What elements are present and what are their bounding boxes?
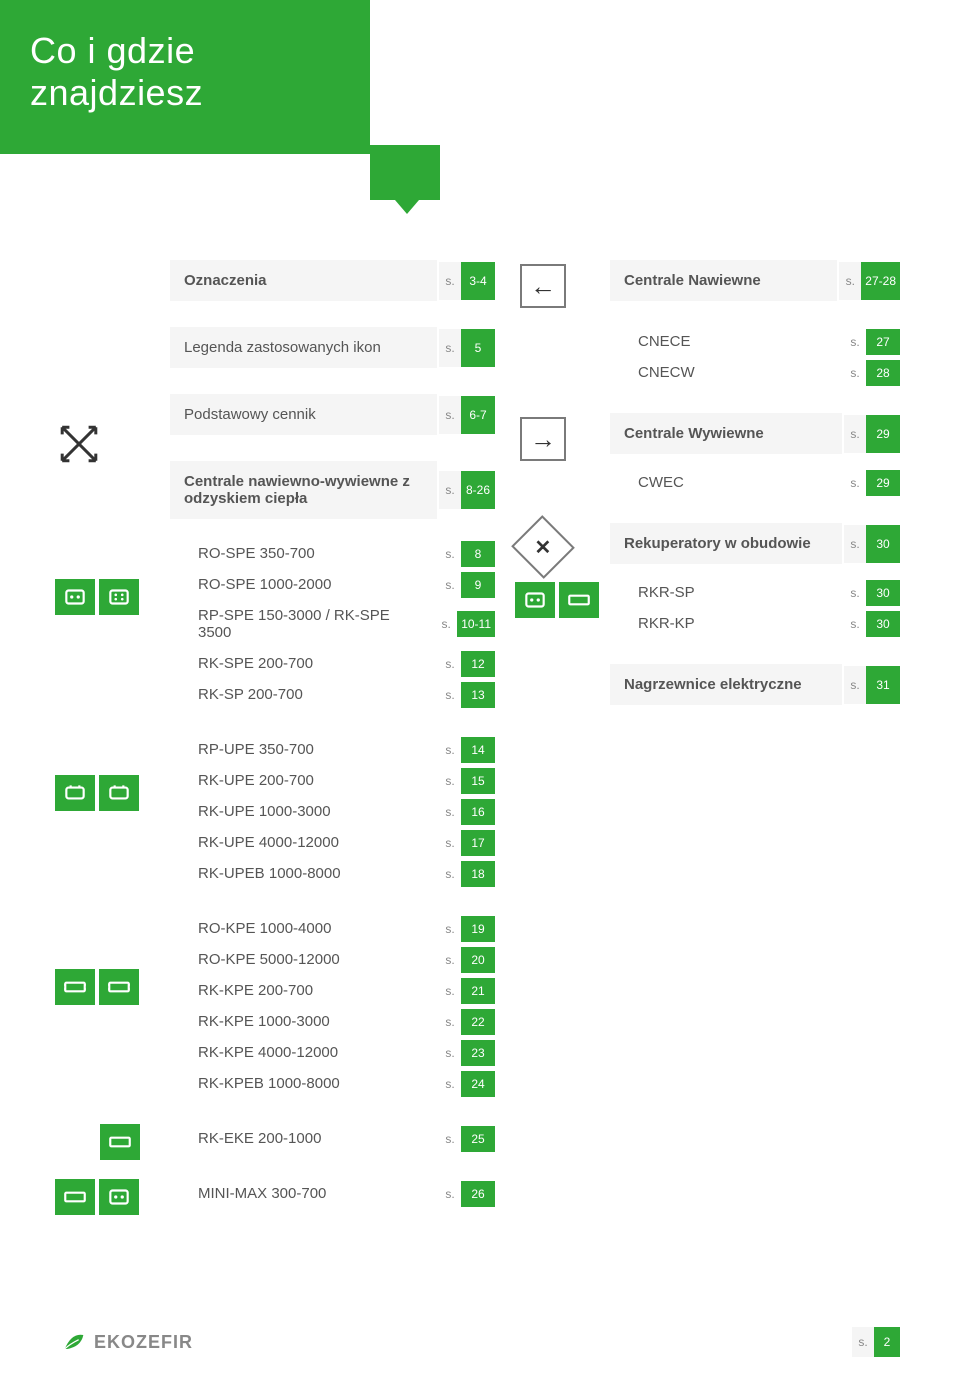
toc-row: Oznaczenia s.3-4 bbox=[170, 260, 495, 301]
unit-icon-pair bbox=[55, 579, 139, 615]
toc-label: RKR-KP bbox=[610, 609, 842, 638]
toc-label: Centrale nawiewno-wywiewne z odzyskiem c… bbox=[170, 461, 437, 519]
toc-label: RK-EKE 200-1000 bbox=[170, 1124, 437, 1153]
page-ref: s.3-4 bbox=[439, 262, 495, 300]
tools-icon: ✕ bbox=[515, 525, 571, 569]
toc-label: Nagrzewnice elektryczne bbox=[610, 664, 842, 705]
toc-label: RO-KPE 5000-12000 bbox=[170, 945, 437, 974]
page-footer: EKOZEFIR s.2 bbox=[0, 1327, 960, 1357]
toc-label: Rekuperatory w obudowie bbox=[610, 523, 842, 564]
toc-row: Podstawowy cennik s.6-7 bbox=[170, 394, 495, 435]
toc-label: RK-SPE 200-700 bbox=[170, 649, 437, 678]
toc-label: RKR-SP bbox=[610, 578, 842, 607]
brand-logo: EKOZEFIR bbox=[60, 1328, 193, 1356]
unit-icon-single bbox=[100, 1124, 140, 1160]
toc-row: Centrale nawiewno-wywiewne z odzyskiem c… bbox=[170, 461, 495, 519]
toc-label: CWEC bbox=[610, 468, 842, 497]
leaf-icon bbox=[60, 1328, 88, 1356]
toc-label: CNECW bbox=[610, 358, 842, 387]
page-title: Co i gdzie znajdziesz bbox=[0, 0, 370, 154]
toc-label: RK-UPE 200-700 bbox=[170, 766, 437, 795]
arrow-right-icon: → bbox=[515, 417, 571, 461]
toc-label: RK-KPE 1000-3000 bbox=[170, 1007, 437, 1036]
unit-icon-pair bbox=[55, 969, 139, 1005]
toc-label: RK-UPE 4000-12000 bbox=[170, 828, 437, 857]
title-tab-arrow bbox=[395, 200, 419, 214]
toc-label: RP-SPE 150-3000 / RK-SPE 3500 bbox=[170, 601, 433, 647]
toc-label: MINI-MAX 300-700 bbox=[170, 1179, 437, 1208]
page-number: s.2 bbox=[852, 1327, 900, 1357]
arrow-left-icon: ← bbox=[515, 264, 571, 308]
title-tab bbox=[370, 145, 440, 200]
toc-row: Legenda zastosowanych ikon s.5 bbox=[170, 327, 495, 368]
toc-label: RK-KPE 4000-12000 bbox=[170, 1038, 437, 1067]
unit-icon-pair bbox=[55, 1179, 139, 1215]
toc-label: RK-UPE 1000-3000 bbox=[170, 797, 437, 826]
toc-label: Podstawowy cennik bbox=[170, 394, 437, 435]
toc-label: RK-UPEB 1000-8000 bbox=[170, 859, 437, 888]
unit-icon-pair bbox=[55, 775, 139, 811]
toc-label: RK-KPEB 1000-8000 bbox=[170, 1069, 437, 1098]
toc-label: RO-KPE 1000-4000 bbox=[170, 914, 437, 943]
toc-label: RK-SP 200-700 bbox=[170, 680, 437, 709]
toc-label: Oznaczenia bbox=[170, 260, 437, 301]
toc-label: Legenda zastosowanych ikon bbox=[170, 327, 437, 368]
toc-label: Centrale Nawiewne bbox=[610, 260, 837, 301]
toc-label: RK-KPE 200-700 bbox=[170, 976, 437, 1005]
toc-label: Centrale Wywiewne bbox=[610, 413, 842, 454]
toc-label: RO-SPE 350-700 bbox=[170, 539, 437, 568]
unit-icon-pair bbox=[515, 582, 599, 618]
toc-label: RP-UPE 350-700 bbox=[170, 735, 437, 764]
toc-label: RO-SPE 1000-2000 bbox=[170, 570, 437, 599]
toc-label: CNECE bbox=[610, 327, 842, 356]
